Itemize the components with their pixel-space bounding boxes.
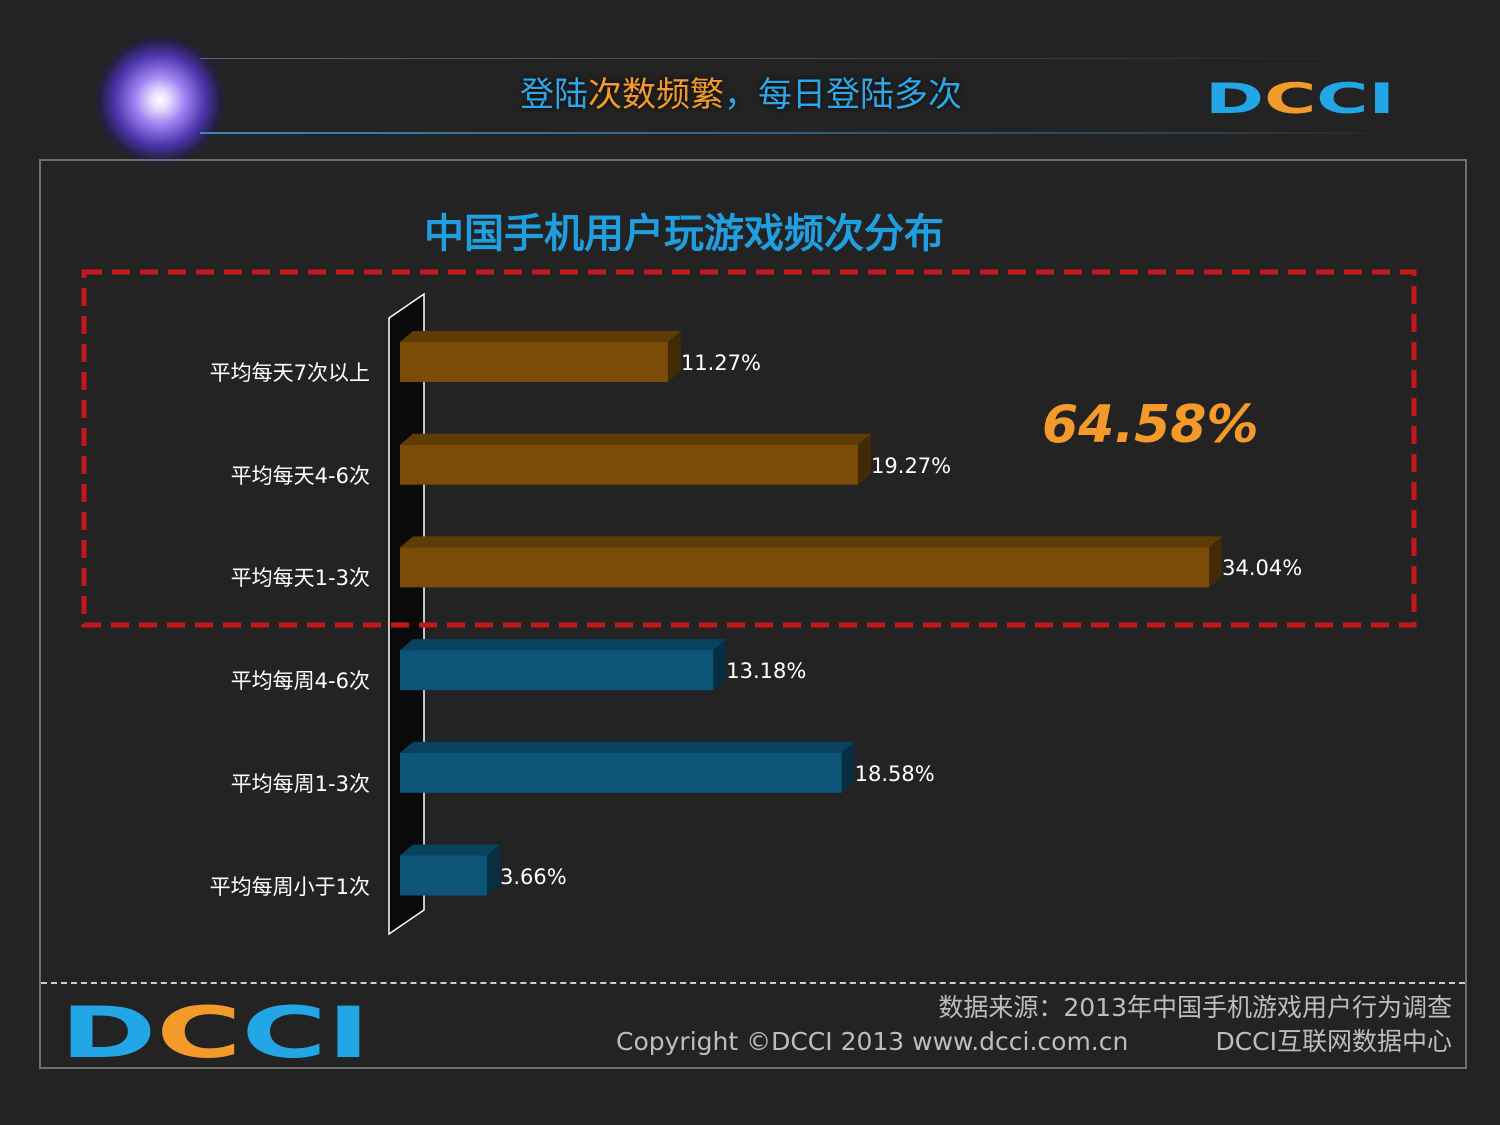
bar	[400, 741, 855, 793]
value-label: 18.58%	[854, 761, 935, 786]
value-label: 34.04%	[1222, 556, 1303, 581]
highlight-total-label: 64.58%	[1042, 395, 1259, 455]
bar-side-face	[858, 433, 872, 485]
bar-front-face	[400, 342, 668, 382]
bar-front-face	[400, 444, 859, 485]
page-title-part1: 登陆	[520, 75, 588, 115]
bar	[400, 433, 872, 485]
value-label: 3.66%	[499, 864, 567, 889]
footer-dcci-logo: D C CI	[60, 1000, 370, 1062]
value-label: 19.27%	[871, 453, 952, 478]
header-dcci-logo: D C CI	[1205, 78, 1395, 120]
value-label: 11.27%	[680, 351, 761, 375]
bar-side-face	[667, 331, 681, 382]
value-label: 13.18%	[726, 659, 807, 684]
bar	[400, 639, 727, 691]
bar-front-face	[400, 650, 714, 691]
bar	[400, 331, 681, 382]
page-title-part3: ，每日登陆多次	[724, 75, 962, 115]
bar-side-face	[713, 639, 727, 691]
category-label: 平均每周1-3次	[230, 771, 370, 796]
axis-wall	[388, 292, 425, 936]
category-label: 平均每天4-6次	[230, 463, 370, 488]
data-source-text: 数据来源：2013年中国手机游戏用户行为调查	[938, 993, 1452, 1022]
bar-top-face	[400, 331, 681, 342]
category-label: 平均每周小于1次	[209, 874, 370, 899]
header-logo-text: D C CI	[1205, 78, 1395, 120]
bar-top-face	[400, 639, 727, 651]
bar-front-face	[400, 752, 842, 793]
content-frame	[39, 159, 1467, 1069]
bar	[400, 844, 500, 896]
copyright-text: Copyright ©DCCI 2013 www.dcci.com.cn	[616, 1027, 1129, 1056]
page-title: 登陆次数频繁，每日登陆多次	[520, 74, 962, 116]
bar-side-face	[486, 844, 500, 896]
bar-top-face	[400, 844, 500, 856]
footer-divider	[41, 982, 1465, 984]
bar-side-face	[1209, 536, 1223, 588]
category-label: 平均每天1-3次	[230, 566, 370, 591]
category-label: 平均每周4-6次	[230, 669, 370, 694]
category-label: 平均每天7次以上	[209, 361, 370, 385]
bar-top-face	[400, 536, 1223, 548]
bar-top-face	[400, 741, 855, 753]
header-line-bottom	[200, 132, 1400, 134]
bar-front-face	[400, 855, 487, 896]
starburst-glow-icon	[95, 35, 225, 165]
chart-title: 中国手机用户玩游戏频次分布	[424, 211, 944, 257]
bar-top-face	[400, 433, 872, 445]
organization-name: DCCI互联网数据中心	[1215, 1027, 1452, 1056]
header-line-top	[200, 58, 1400, 59]
bar-front-face	[400, 547, 1210, 588]
bar	[400, 536, 1223, 588]
footer-logo-text: D C CI	[60, 1000, 370, 1062]
bar-side-face	[841, 741, 855, 793]
page-title-part2: 次数频繁	[588, 75, 724, 115]
